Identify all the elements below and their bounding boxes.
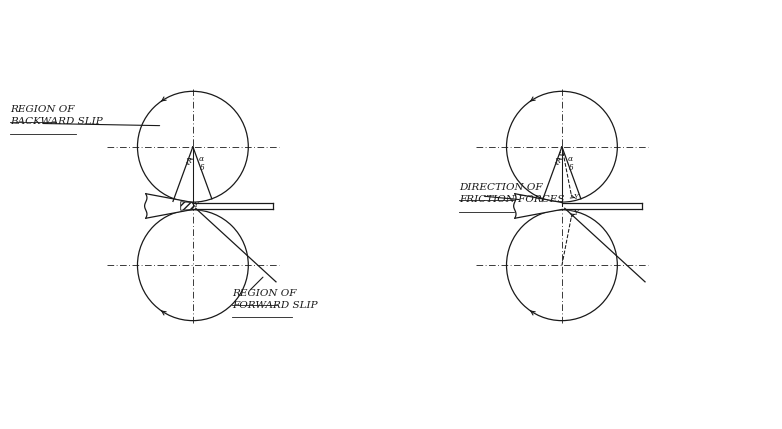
Polygon shape [515,194,562,218]
Text: REGION OF: REGION OF [231,289,296,298]
Text: α: α [568,155,572,163]
Polygon shape [145,194,193,218]
Polygon shape [181,202,195,210]
Text: DIRECTION OF: DIRECTION OF [459,184,543,193]
Text: Y: Y [194,201,199,209]
Text: δ: δ [569,164,574,172]
Bar [193,202,273,209]
Text: REGION OF: REGION OF [10,106,75,115]
Text: R: R [554,157,560,165]
Text: FORWARD SLIP: FORWARD SLIP [231,301,317,310]
Text: Y: Y [573,209,578,217]
Text: BACKWARD SLIP: BACKWARD SLIP [10,117,103,126]
Text: δ: δ [200,164,205,172]
Text: FRICTION FORCES: FRICTION FORCES [459,195,565,204]
Text: Y: Y [573,193,578,201]
Text: R: R [185,157,191,165]
Text: α: α [199,155,203,163]
Bar [562,202,642,209]
